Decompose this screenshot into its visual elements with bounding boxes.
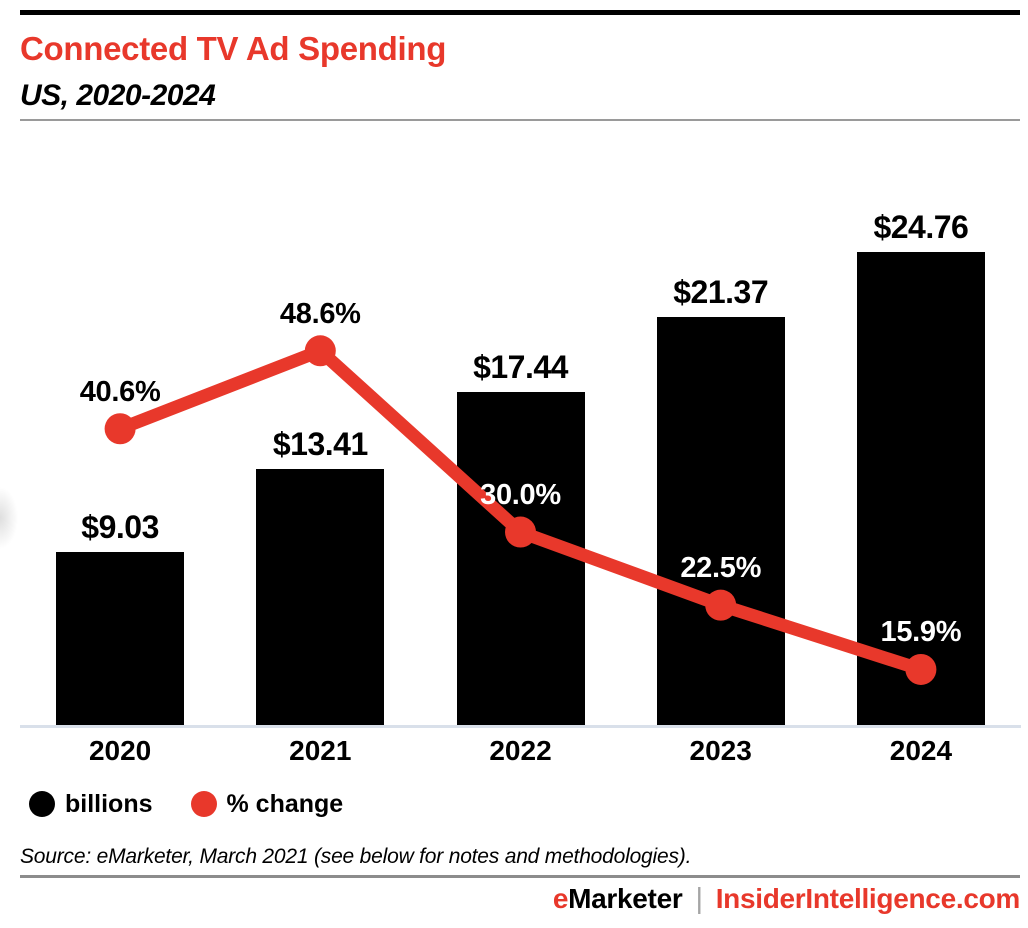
x-axis-label-2024: 2024 xyxy=(889,735,953,766)
bar-2021 xyxy=(256,468,385,725)
pct-change-point-2024 xyxy=(905,653,937,685)
emarketer-logo: eMarketer xyxy=(553,883,683,915)
x-axis-label-2022: 2022 xyxy=(489,735,552,766)
pct-change-label: 22.5% xyxy=(680,552,762,585)
pct-change-point-2020 xyxy=(104,413,136,445)
pct-change-point-2021 xyxy=(304,335,336,367)
brand-letter-e: e xyxy=(552,883,569,914)
bar-value-label: $24.76 xyxy=(873,208,969,245)
bar-2020 xyxy=(56,552,185,725)
legend-item-change: % change xyxy=(190,789,344,818)
brand-name-rest: Marketer xyxy=(568,883,683,914)
legend-swatch-change xyxy=(190,791,217,817)
bar-value-label: $9.03 xyxy=(81,509,159,546)
legend-label: % change xyxy=(226,789,344,818)
bar-2024 xyxy=(856,251,985,725)
pct-change-label: 15.9% xyxy=(880,616,962,649)
bar-value-label: $13.41 xyxy=(272,425,368,462)
pct-change-label: 30.0% xyxy=(480,479,561,512)
x-axis-label-2021: 2021 xyxy=(289,735,352,766)
x-axis-label-2023: 2023 xyxy=(689,735,752,766)
source-note: Source: eMarketer, March 2021 (see below… xyxy=(20,845,692,868)
legend: billions % change xyxy=(29,791,343,817)
insider-intelligence-site: InsiderIntelligence.com xyxy=(715,883,1021,914)
header-divider xyxy=(20,119,1020,121)
bar-2022 xyxy=(456,391,585,725)
plot-area: $9.03 40.6% $13.41 48.6% $17.44 30.0% $21.37 22… xyxy=(20,190,1021,728)
chart-subtitle: US, 2020-2024 xyxy=(20,79,216,112)
x-axis-label-2020: 2020 xyxy=(88,735,152,766)
footer-brand-row: eMarketer | InsiderIntelligence.com xyxy=(553,883,1020,916)
footer-divider xyxy=(20,875,1020,878)
pct-change-label: 48.6% xyxy=(279,297,361,330)
legend-label: billions xyxy=(65,789,153,818)
bar-value-label: $21.37 xyxy=(673,273,769,310)
pct-change-label: 40.6% xyxy=(79,375,161,408)
pct-change-line-layer xyxy=(104,335,937,685)
legend-item-billions: billions xyxy=(29,791,153,817)
footer-separator: | xyxy=(695,883,703,915)
bar-value-label: $17.44 xyxy=(473,348,568,385)
x-axis-labels: 2020 2021 2022 2023 2024 xyxy=(20,737,1021,767)
top-accent-bar xyxy=(20,10,1020,15)
pct-change-point-2022 xyxy=(505,516,536,548)
chart-title: Connected TV Ad Spending xyxy=(20,30,447,67)
legend-swatch-billions xyxy=(29,791,55,817)
x-axis-line xyxy=(20,725,1021,728)
bar-2023 xyxy=(656,316,785,725)
pct-change-point-2023 xyxy=(705,589,737,621)
back-swipe-indicator xyxy=(0,487,18,549)
